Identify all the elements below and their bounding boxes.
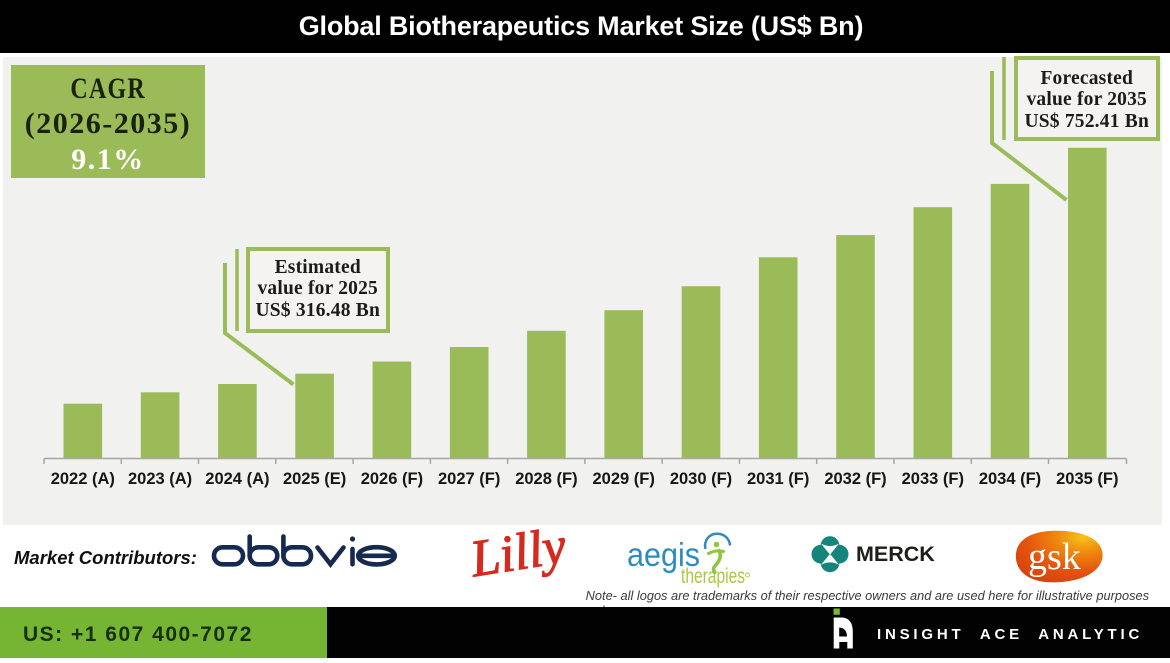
svg-text:MERCK: MERCK [856, 542, 935, 566]
svg-text:gsk: gsk [1028, 536, 1081, 578]
svg-text:Lilly: Lilly [466, 517, 571, 589]
svg-text:aegis: aegis [627, 536, 700, 573]
svg-text:therapies: therapies [681, 565, 745, 588]
